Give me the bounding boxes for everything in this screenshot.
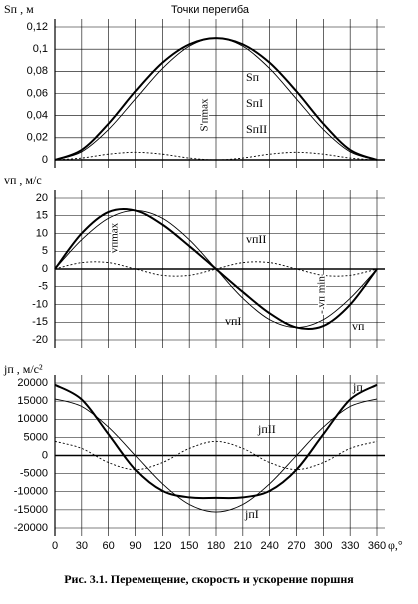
y-tick-label: -20000 bbox=[14, 522, 48, 534]
caption: Рис. 3.1. Перемещение, скорость и ускоре… bbox=[64, 572, 354, 586]
y-axis-label: jп , м/с² bbox=[3, 362, 43, 376]
series-line bbox=[54, 151, 378, 161]
x-tick-label: 0 bbox=[52, 540, 58, 552]
x-tick-label: 150 bbox=[180, 540, 198, 552]
series-line bbox=[54, 37, 378, 161]
series-line bbox=[54, 261, 378, 277]
series-label: jп bbox=[352, 380, 363, 394]
series-line bbox=[54, 398, 378, 513]
x-tick-label: 180 bbox=[207, 540, 225, 552]
y-tick-label: 15 bbox=[36, 210, 48, 222]
y-tick-label: 10 bbox=[36, 227, 48, 239]
y-tick-label: 0,04 bbox=[27, 110, 48, 122]
x-tick-label: 300 bbox=[314, 540, 332, 552]
y-tick-label: -10 bbox=[32, 298, 48, 310]
series-line bbox=[54, 383, 378, 500]
y-tick-label: 0,1 bbox=[33, 43, 48, 55]
series-label: Sп bbox=[246, 70, 260, 84]
x-tick-label: 60 bbox=[103, 540, 115, 552]
series-label: jпI bbox=[244, 507, 259, 521]
y-tick-label: 0 bbox=[42, 263, 48, 275]
annotation: S'пmax bbox=[199, 98, 211, 131]
series-label: vпI bbox=[225, 314, 241, 328]
x-tick-label: 120 bbox=[153, 540, 171, 552]
series-label: jпII bbox=[257, 422, 276, 436]
y-tick-label: 0 bbox=[42, 154, 48, 166]
series-label: SпII bbox=[246, 122, 267, 136]
y-tick-label: -5000 bbox=[20, 468, 48, 480]
y-tick-label: 0,08 bbox=[27, 65, 48, 77]
annotation: Точки перегиба bbox=[171, 4, 250, 16]
series-label: vпII bbox=[246, 232, 266, 246]
x-tick-label: 90 bbox=[129, 540, 141, 552]
y-tick-label: 5 bbox=[42, 245, 48, 257]
x-tick-label: 360 bbox=[368, 540, 386, 552]
series-label: SпI bbox=[246, 96, 263, 110]
x-tick-label: 270 bbox=[287, 540, 305, 552]
y-tick-label: 10000 bbox=[17, 413, 48, 425]
y-tick-label: 0,02 bbox=[27, 132, 48, 144]
series-label: vп bbox=[352, 319, 365, 333]
x-tick-label: 330 bbox=[341, 540, 359, 552]
y-tick-label: -20 bbox=[32, 334, 48, 346]
y-tick-label: 0,06 bbox=[27, 87, 48, 99]
x-tick-label: 240 bbox=[260, 540, 278, 552]
y-tick-label: 0 bbox=[42, 449, 48, 461]
x-tick-label: 210 bbox=[234, 540, 252, 552]
y-tick-label: -10000 bbox=[14, 486, 48, 498]
y-axis-label: Sп , м bbox=[4, 2, 34, 16]
y-tick-label: 5000 bbox=[24, 431, 48, 443]
annotation: - vп min bbox=[316, 276, 328, 314]
x-axis-label: φ,° bbox=[388, 538, 403, 552]
y-tick-label: 0,12 bbox=[27, 21, 48, 33]
y-tick-label: 15000 bbox=[17, 395, 48, 407]
y-tick-label: 20000 bbox=[17, 377, 48, 389]
y-tick-label: 20 bbox=[36, 192, 48, 204]
y-tick-label: -15000 bbox=[14, 504, 48, 516]
annotation: vпmax bbox=[109, 222, 121, 253]
x-tick-label: 30 bbox=[76, 540, 88, 552]
series-line bbox=[54, 440, 378, 471]
y-axis-label: vп , м/с bbox=[4, 173, 42, 187]
y-tick-label: -5 bbox=[38, 281, 48, 293]
y-tick-label: -15 bbox=[32, 316, 48, 328]
